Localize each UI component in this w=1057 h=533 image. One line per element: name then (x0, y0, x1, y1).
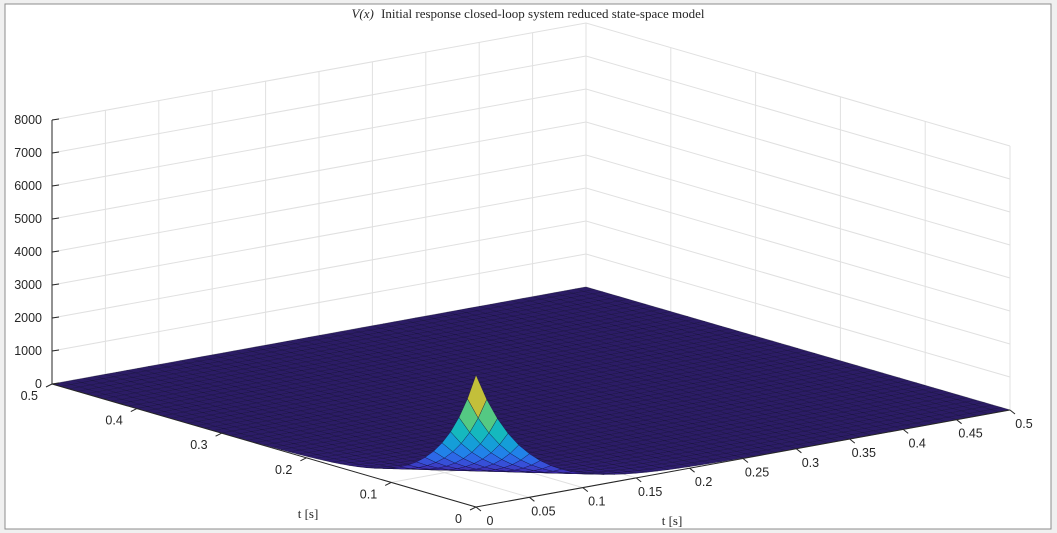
y-tick-label: 0 (455, 512, 462, 526)
z-tick-label: 1000 (14, 344, 42, 358)
x-tick-mark (635, 477, 642, 483)
chart-title-math: V(x) (351, 6, 373, 21)
x-tick-label: 0.45 (958, 427, 982, 441)
x-tick-mark (956, 419, 962, 425)
y-tick-mark (300, 457, 307, 462)
y-tick-mark (384, 481, 392, 486)
ticks-layer: 0 1000 2000 3000 4000 5000 6000 7000 8000 0 0.1 0.2… (14, 113, 1033, 528)
x-tick-mark (529, 496, 535, 502)
z-tick-label: 5000 (14, 212, 42, 226)
x-tick-label: 0.5 (1015, 417, 1032, 431)
x-tick-label: 0.3 (802, 456, 819, 470)
z-tick-mark (51, 349, 60, 352)
z-tick-mark (51, 184, 60, 187)
x-tick-mark (689, 467, 695, 473)
y-tick-mark (45, 383, 53, 388)
surface-patch (467, 374, 487, 419)
x-tick-label: 0.35 (852, 446, 876, 460)
x-tick-label: 0.2 (695, 475, 712, 489)
x-tick-label: 0.15 (638, 485, 662, 499)
x-axis-label: t [s] (662, 513, 683, 528)
z-tick-mark (51, 382, 60, 385)
z-tick-mark (51, 316, 60, 319)
x-tick-label: 0.05 (531, 504, 555, 518)
z-tick-label: 2000 (14, 311, 42, 325)
x-tick-mark (1009, 409, 1016, 415)
y-tick-label: 0.4 (105, 414, 122, 428)
y-tick-mark (469, 506, 477, 511)
chart-title-text: Initial response closed-loop system redu… (381, 6, 705, 21)
z-tick-label: 8000 (14, 113, 42, 127)
y-axis-line (51, 383, 477, 508)
chart-title: V(x) Initial response closed-loop system… (351, 6, 704, 21)
x-tick-mark (582, 487, 589, 492)
z-tick-label: 4000 (14, 245, 42, 259)
x-tick-mark (849, 438, 856, 444)
x-tick-mark (796, 448, 802, 454)
x-tick-label: 0 (487, 514, 494, 528)
z-tick-label: 3000 (14, 278, 42, 292)
x-tick-mark (475, 506, 482, 512)
y-tick-label: 0.1 (360, 487, 377, 501)
surface-layer (51, 286, 1011, 475)
y-tick-mark (130, 408, 138, 413)
z-tick-label: 6000 (14, 179, 42, 193)
y-tick-label: 0.5 (21, 389, 38, 403)
y-tick-label: 0.3 (190, 438, 207, 452)
x-tick-mark (902, 429, 909, 434)
z-tick-mark (51, 217, 60, 220)
y-tick-mark (215, 432, 222, 437)
x-tick-mark (742, 458, 749, 463)
z-tick-mark (51, 250, 60, 253)
z-tick-label: 7000 (14, 146, 42, 160)
y-axis-label: t [s] (298, 506, 319, 521)
z-tick-label: 0 (35, 377, 42, 391)
y-tick-label: 0.2 (275, 463, 292, 477)
x-tick-label: 0.1 (588, 495, 605, 509)
x-tick-label: 0.4 (909, 436, 926, 450)
z-tick-mark (51, 283, 60, 286)
x-tick-label: 0.25 (745, 466, 769, 480)
z-tick-mark (51, 151, 60, 154)
z-tick-mark (51, 118, 60, 121)
